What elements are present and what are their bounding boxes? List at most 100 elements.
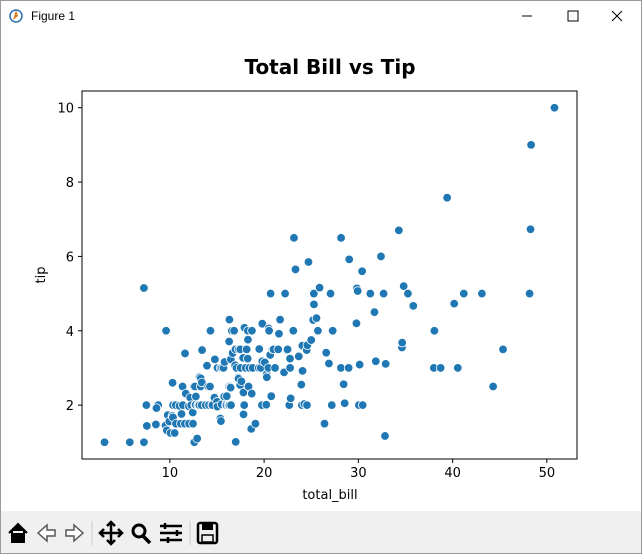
scatter-point xyxy=(309,288,319,299)
scatter-point xyxy=(338,379,349,389)
scatter-point xyxy=(242,353,253,364)
scatter-point xyxy=(371,356,381,366)
scatter-point xyxy=(241,344,252,355)
scatter-point xyxy=(344,254,354,265)
scatter-point xyxy=(139,283,149,293)
scatter-point xyxy=(453,363,463,373)
title-bar: Figure 1 xyxy=(1,1,641,31)
y-tick-label: 6 xyxy=(66,250,74,265)
scatter-point xyxy=(151,403,162,413)
scatter-point xyxy=(225,382,236,393)
scatter-point xyxy=(309,299,319,310)
scatter-point xyxy=(180,348,190,359)
scatter-point xyxy=(498,344,508,355)
y-tick-label: 8 xyxy=(66,176,74,191)
scatter-point xyxy=(449,298,459,309)
scatter-point xyxy=(311,313,322,323)
scatter-point xyxy=(142,421,152,431)
scatter-point xyxy=(226,400,236,410)
scatter-point xyxy=(336,363,346,373)
chart: Total Bill vs Tip total_bill tip 2 4 6 8 10 1… xyxy=(34,55,578,503)
scatter-point xyxy=(378,288,389,299)
back-button[interactable] xyxy=(36,523,56,543)
scatter-point xyxy=(247,326,257,336)
scatter-point xyxy=(285,353,295,364)
scatter-point xyxy=(273,344,283,355)
scatter-point xyxy=(525,224,536,234)
scatter-point xyxy=(352,286,363,296)
save-button[interactable] xyxy=(196,521,219,545)
scatter-point xyxy=(282,344,293,355)
scatter-point xyxy=(336,233,346,243)
scatter-point xyxy=(357,266,367,276)
scatter-point xyxy=(202,360,212,371)
scatter-point xyxy=(239,400,249,410)
scatter-point xyxy=(229,326,239,336)
scatter-point xyxy=(394,225,404,236)
scatter-point xyxy=(205,326,216,336)
scatter-point xyxy=(459,288,469,299)
scatter-point xyxy=(357,400,368,410)
scatter-point xyxy=(238,409,249,420)
scatter-point xyxy=(435,363,446,373)
maximize-button[interactable] xyxy=(567,10,579,22)
x-tick-label: 50 xyxy=(539,466,556,481)
plot-frame xyxy=(81,90,578,460)
scatter-point xyxy=(306,335,316,345)
scatter-point xyxy=(197,345,207,355)
scatter-point xyxy=(285,363,295,373)
forward-button[interactable] xyxy=(65,523,85,543)
app-icon-detail xyxy=(13,10,18,20)
y-tick-label: 4 xyxy=(66,325,74,340)
scatter-point xyxy=(343,363,354,373)
scatter-point xyxy=(314,282,325,293)
scatter-point xyxy=(264,326,274,336)
scatter-point xyxy=(275,314,285,325)
scatter-point xyxy=(429,326,440,336)
scatter-point xyxy=(442,192,452,203)
scatter-point xyxy=(294,351,304,362)
x-tick-label: 10 xyxy=(162,466,179,481)
scatter-point xyxy=(339,398,350,408)
scatter-point xyxy=(254,344,264,354)
scatter-point xyxy=(141,400,152,410)
scatter-point xyxy=(328,326,338,336)
configure-button[interactable] xyxy=(160,523,182,543)
scatter-point xyxy=(327,400,337,410)
scatter-point xyxy=(125,437,135,447)
zoom-button[interactable] xyxy=(131,523,152,545)
title-bar-graphics xyxy=(9,9,623,23)
pan-button[interactable] xyxy=(98,520,124,546)
scatter-point xyxy=(324,358,334,369)
scatter-point xyxy=(408,301,418,311)
chart-title: Total Bill vs Tip xyxy=(244,55,415,79)
toolbar xyxy=(1,511,641,553)
x-axis-label: total_bill xyxy=(302,488,357,503)
scatter-point xyxy=(210,354,220,365)
y-axis-label: tip xyxy=(34,267,49,284)
y-tick-label: 10 xyxy=(57,102,74,117)
scatter-point xyxy=(321,347,331,358)
home-button[interactable] xyxy=(8,522,28,543)
scatter-point xyxy=(188,418,198,429)
toolbar-icons xyxy=(8,520,219,546)
scatter-point xyxy=(325,288,336,299)
scatter-point xyxy=(351,318,362,329)
scatter-point xyxy=(397,337,407,348)
scatter-point xyxy=(380,359,391,369)
scatter-point xyxy=(526,140,536,150)
x-tick-label: 40 xyxy=(444,466,461,481)
scatter-point xyxy=(274,329,284,339)
scatter-point xyxy=(247,388,257,399)
scatter-point xyxy=(303,257,314,267)
x-tick-label: 30 xyxy=(350,466,367,481)
scatter-point xyxy=(139,437,149,447)
scatter-point xyxy=(365,288,376,299)
scatter-point xyxy=(250,418,261,429)
scatter-point xyxy=(549,103,560,113)
close-button[interactable] xyxy=(611,10,623,22)
scatter-point xyxy=(169,428,180,438)
scatter-point xyxy=(222,391,232,401)
scatter-point xyxy=(243,334,253,345)
